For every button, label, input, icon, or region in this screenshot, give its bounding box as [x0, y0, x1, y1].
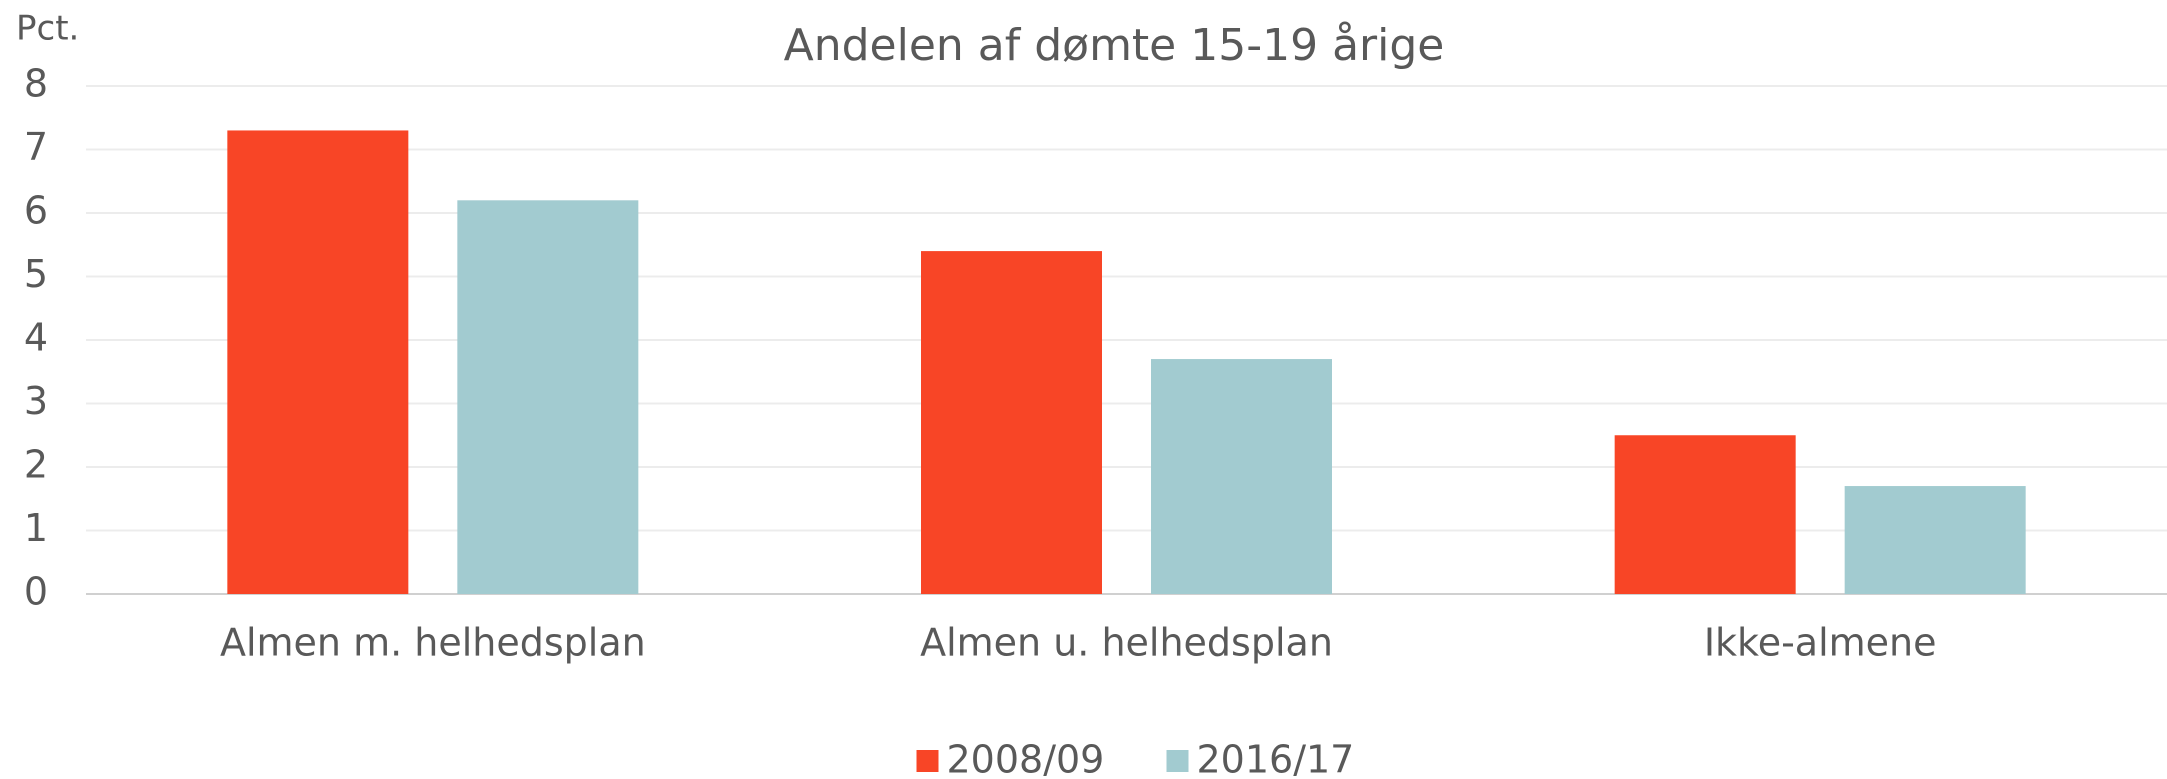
legend-label: 2016/17 — [1197, 738, 1355, 779]
bar — [1844, 486, 2026, 594]
x-tick-label: Almen m. helhedsplan — [220, 621, 646, 665]
bar — [1151, 359, 1332, 594]
y-tick-label: 4 — [24, 316, 48, 360]
bar — [227, 130, 409, 594]
legend-swatch — [916, 750, 939, 772]
y-tick-label: 8 — [24, 62, 48, 106]
legend-swatch — [1166, 750, 1189, 772]
x-tick-label: Ikke-almene — [1704, 621, 1937, 665]
y-tick-label: 6 — [24, 189, 48, 233]
y-tick-label: 5 — [24, 252, 48, 296]
x-tick-label: Almen u. helhedsplan — [920, 621, 1333, 665]
chart-title: Andelen af dømte 15-19 årige — [784, 20, 1445, 71]
bar — [457, 200, 639, 595]
bar — [1614, 435, 1796, 594]
y-tick-label: 3 — [24, 379, 48, 423]
y-tick-label: 2 — [24, 443, 48, 487]
y-axis-label: Pct. — [16, 9, 79, 49]
y-tick-label: 0 — [24, 570, 48, 614]
legend-label: 2008/09 — [947, 738, 1105, 779]
y-tick-label: 7 — [24, 125, 48, 169]
y-tick-label: 1 — [24, 506, 48, 550]
bar — [921, 251, 1102, 594]
